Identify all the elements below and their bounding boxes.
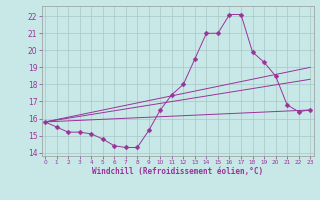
X-axis label: Windchill (Refroidissement éolien,°C): Windchill (Refroidissement éolien,°C) [92,167,263,176]
